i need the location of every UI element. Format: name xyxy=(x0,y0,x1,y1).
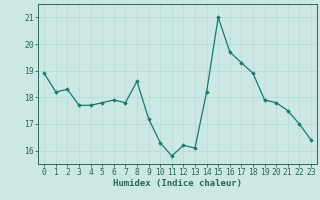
X-axis label: Humidex (Indice chaleur): Humidex (Indice chaleur) xyxy=(113,179,242,188)
